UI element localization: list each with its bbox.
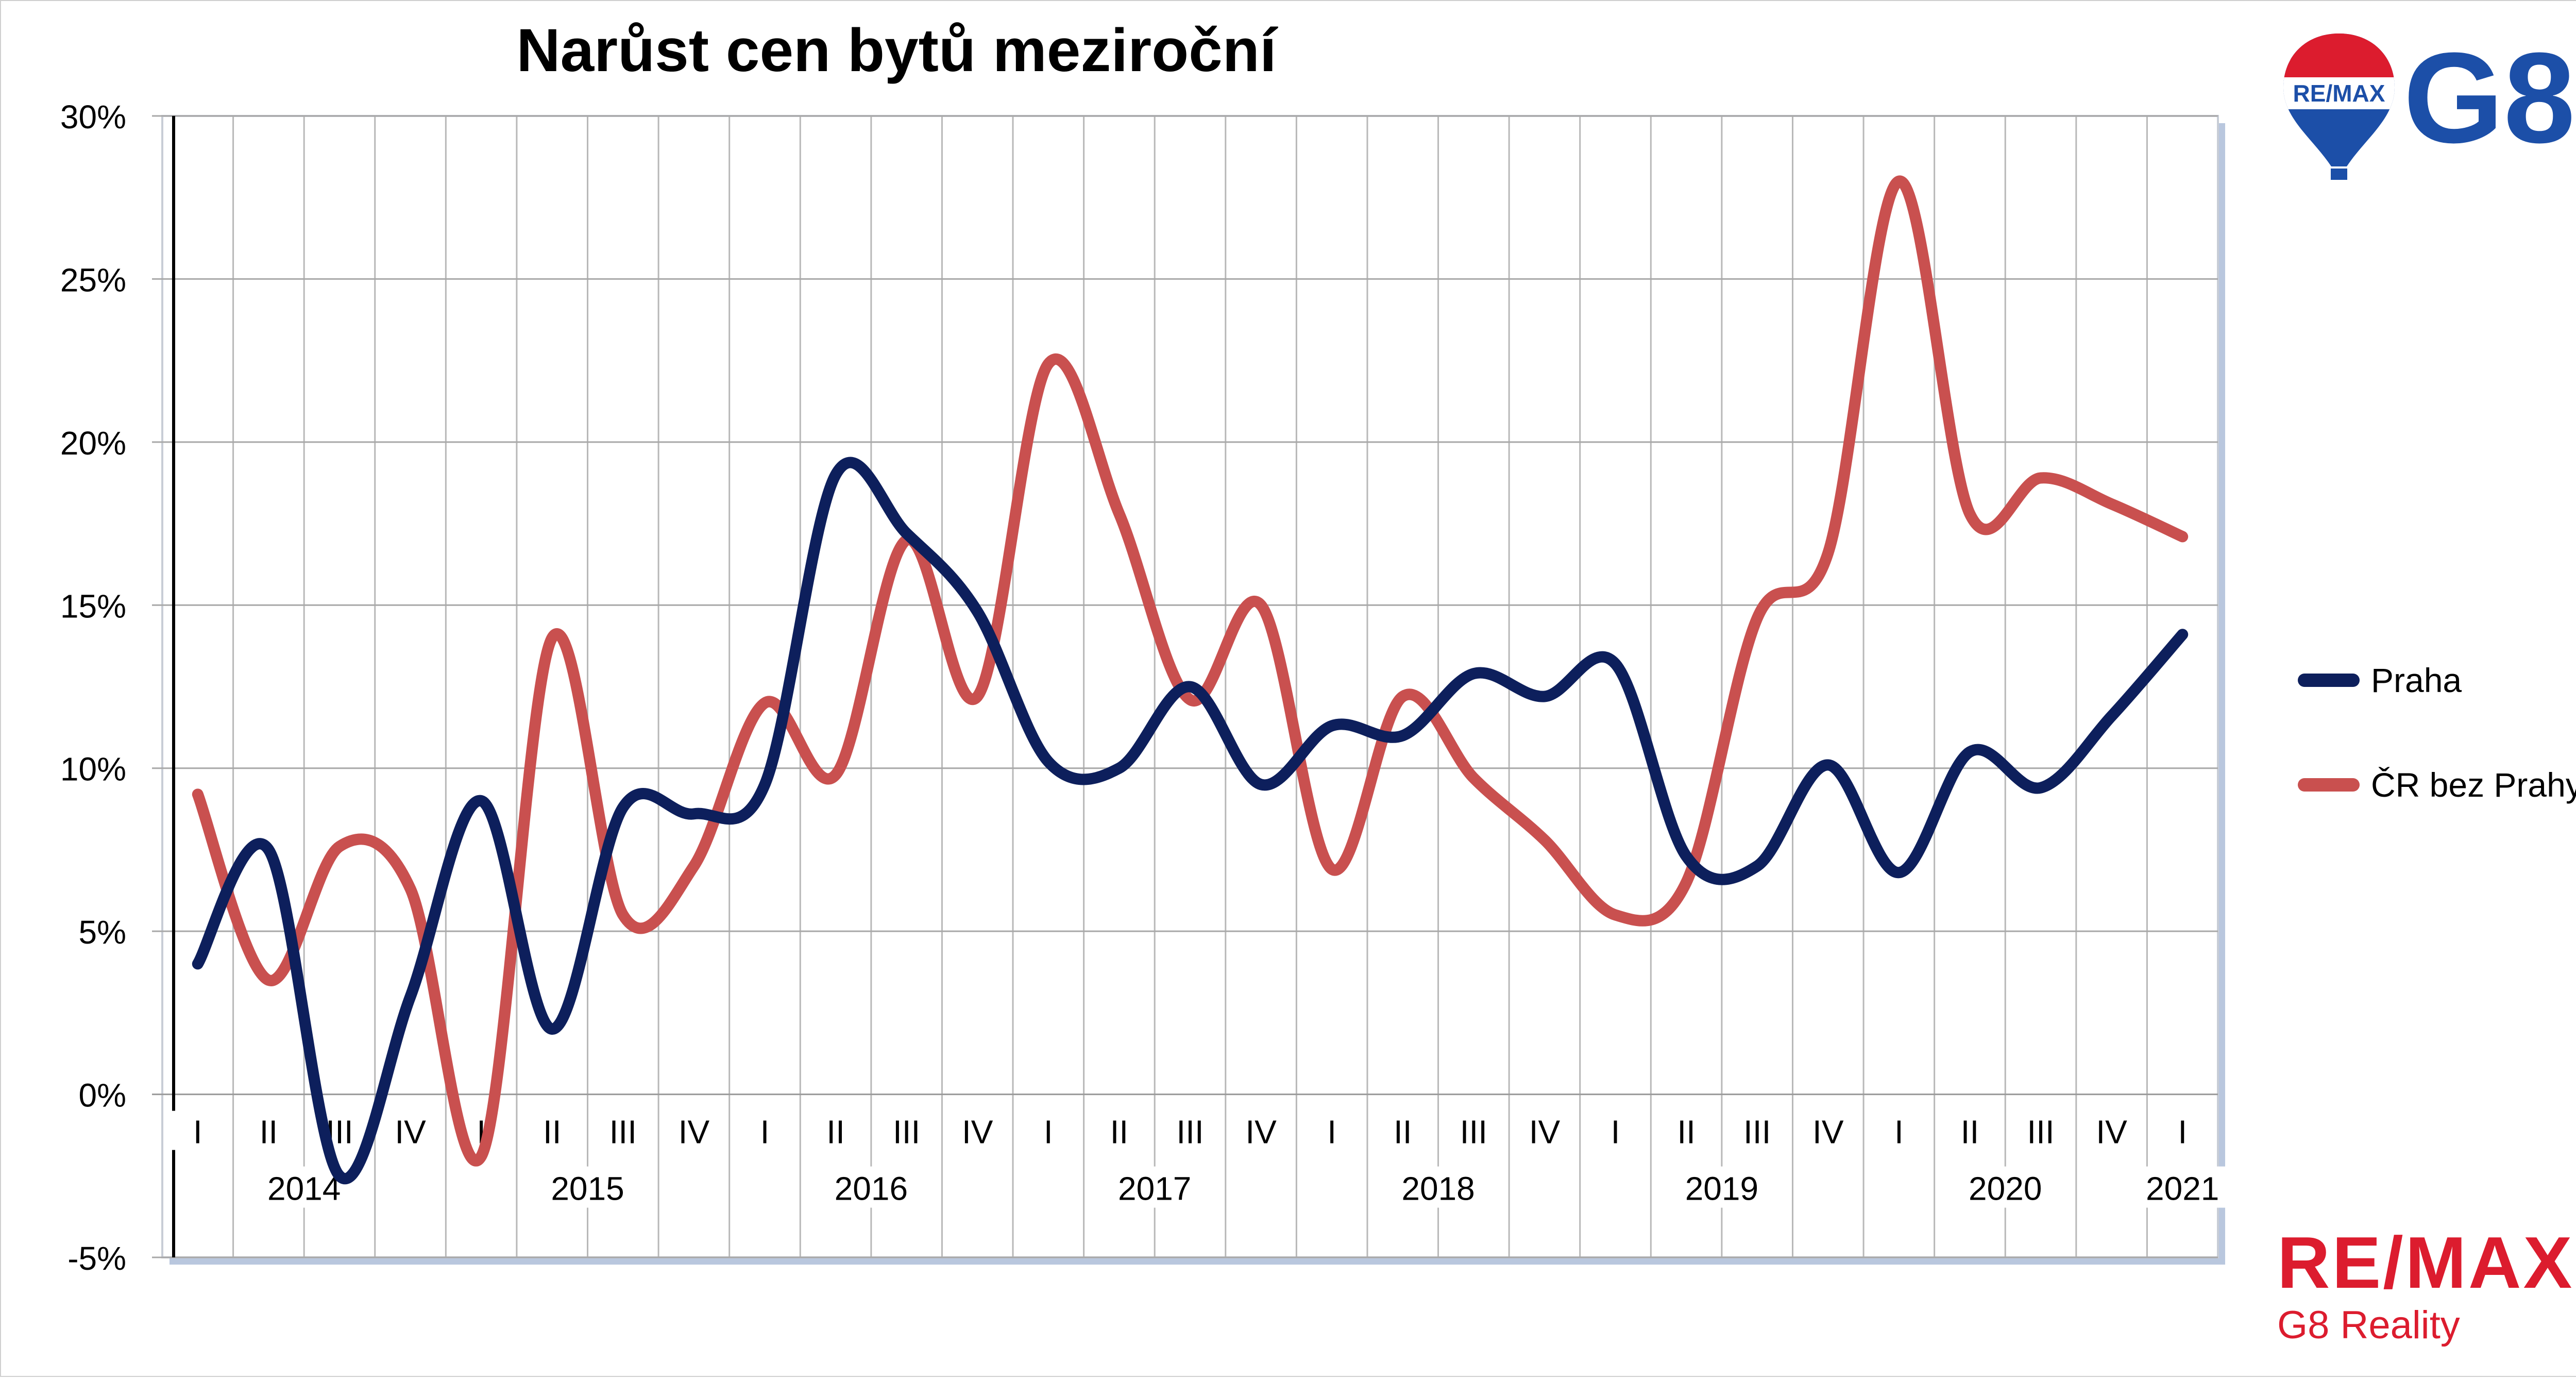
x-tick-label: II [826,1114,845,1151]
brand-subtitle: G8 Reality [2277,1303,2460,1347]
x-tick-label: II [543,1114,562,1151]
x-tick-label: IV [1529,1114,1561,1151]
quarter-label-bg [807,1111,865,1150]
year-label: 2015 [551,1170,624,1207]
x-tick-label: IV [1245,1114,1277,1151]
y-tick-label: 5% [79,914,127,951]
quarter-label-bg [240,1111,297,1150]
x-tick-label: IV [2096,1114,2127,1151]
year-label: 2020 [1969,1170,2042,1207]
x-tick-label: II [1394,1114,1412,1151]
x-tick-label: III [2027,1114,2054,1151]
quarter-label-bg [2154,1111,2211,1150]
x-tick-label: I [2178,1114,2187,1151]
year-label: 2014 [267,1170,341,1207]
y-tick-label: 10% [60,751,126,788]
quarter-label-bg [1941,1111,1998,1150]
quarter-label-bg [1587,1111,1644,1150]
y-tick-label: 0% [79,1077,127,1114]
quarter-label-bg [878,1111,935,1150]
legend-swatch-cr-bez-prahy [2298,778,2360,792]
quarter-label-bg [1162,1111,1218,1150]
year-label-bg [1386,1166,1490,1208]
quarter-label-bg [1020,1111,1077,1150]
x-tick-label: I [1327,1114,1336,1151]
x-tick-label: IV [1812,1114,1844,1151]
x-tick-label: I [1611,1114,1620,1151]
x-tick-label: II [260,1114,278,1151]
year-label-bg [1954,1166,2057,1208]
year-label-bg [819,1166,923,1208]
quarter-label-bg [523,1111,581,1150]
quarter-label-bg [169,1111,226,1150]
g8-logo-text: G8 [2403,26,2575,170]
quarter-label-bg [665,1111,722,1150]
quarter-label-bg [1658,1111,1715,1150]
legend-label-praha: Praha [2371,661,2462,699]
series-line-praha [192,457,2189,1185]
year-label: 2021 [2146,1170,2219,1207]
quarter-label-bg [1800,1111,1857,1150]
x-tick-label: I [1044,1114,1053,1151]
year-label-bg [1103,1166,1207,1208]
y-tick-label: -5% [67,1240,126,1277]
quarter-label-bg [736,1111,793,1150]
quarter-label-bg [1516,1111,1573,1150]
x-tick-label: II [1110,1114,1129,1151]
x-tick-label: II [1677,1114,1696,1151]
remax-brand-block: RE/MAX G8 Reality [2277,1226,2574,1348]
quarter-label-bg [1232,1111,1290,1150]
balloon-text: RE/MAX [2293,80,2385,107]
y-tick-label: 20% [60,425,126,462]
year-label: 2017 [1118,1170,1191,1207]
x-tick-label: II [1961,1114,1979,1151]
year-label: 2018 [1401,1170,1475,1207]
x-tick-label: IV [962,1114,993,1151]
x-tick-label: III [1176,1114,1204,1151]
legend-swatch-praha [2298,674,2360,687]
quarter-label-bg [2083,1111,2140,1150]
remax-g8-logo: RE/MAX G8 [2277,28,2576,183]
legend-label-cr-bez-prahy: ČR bez Prahy [2371,766,2576,804]
brand-name: RE/MAX [2277,1222,2574,1304]
quarter-label-bg [1445,1111,1502,1150]
year-label: 2019 [1685,1170,1758,1207]
quarter-label-bg [1303,1111,1361,1150]
y-tick-label: 15% [60,587,126,625]
quarter-label-bg [1374,1111,1431,1150]
x-tick-label: III [1743,1114,1771,1151]
x-tick-label: III [893,1114,920,1151]
x-tick-label: IV [679,1114,710,1151]
quarter-label-bg [1091,1111,1148,1150]
y-tick-label: 30% [60,98,126,136]
year-label-bg [536,1166,639,1208]
quarter-label-bg [382,1111,439,1150]
year-label: 2016 [835,1170,908,1207]
balloon-icon: RE/MAX [2283,33,2395,180]
quarter-label-bg [2012,1111,2070,1150]
quarter-label-bg [595,1111,652,1150]
x-tick-label: I [760,1114,770,1151]
year-label-bg [2131,1166,2234,1208]
y-tick-label: 25% [60,261,126,298]
chart-title: Narůst cen bytů meziroční [516,16,1277,85]
year-label-bg [1670,1166,1773,1208]
quarter-label-bg [949,1111,1006,1150]
quarter-label-bg [1870,1111,1927,1150]
x-tick-label: IV [395,1114,426,1151]
x-tick-label: III [609,1114,637,1151]
x-tick-label: I [193,1114,202,1151]
x-tick-label: III [1460,1114,1487,1151]
legend-item-cr-bez-prahy: ČR bez Prahy [2298,762,2576,808]
legend-item-praha: Praha [2298,657,2462,703]
x-tick-label: I [1894,1114,1904,1151]
quarter-label-bg [1728,1111,1786,1150]
